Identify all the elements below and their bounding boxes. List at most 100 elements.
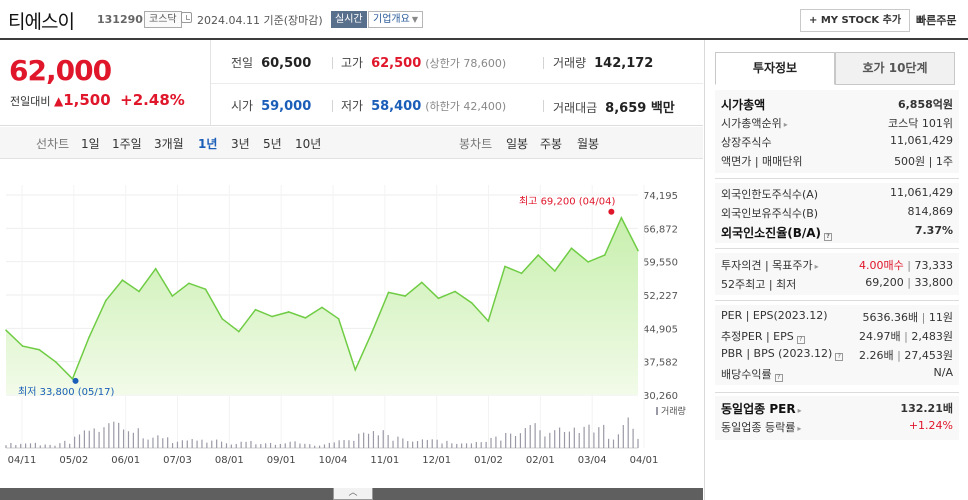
volume-bar — [524, 428, 526, 448]
price-point — [587, 261, 589, 263]
stock-header: 티에스이 131290 코스닥 2024.04.11 기준(장마감) 실시간 기… — [0, 0, 968, 40]
x-tick-label: 04/11 — [8, 455, 37, 466]
candle-tab-monthly[interactable]: 월봉 — [577, 137, 600, 151]
range-tab-10y[interactable]: 10년 — [295, 137, 322, 151]
volume-bar — [279, 443, 281, 448]
price-point — [188, 282, 190, 285]
info-key-label: 동일업종 등락률 — [721, 421, 796, 434]
volume-bar — [568, 431, 571, 448]
caret-right-icon: ▸ — [814, 262, 819, 271]
volume-bar — [235, 443, 237, 448]
tab-order-book[interactable]: 호가 10단계 — [835, 52, 955, 85]
volume-bar — [211, 440, 213, 448]
min-marker — [72, 377, 79, 384]
divider — [715, 178, 959, 179]
opinion-box: 투자의견 | 목표주가 ▸ 4.00매수 | 73,333 52주최고 | 최저 69… — [715, 253, 959, 295]
info-key: PER | EPS(2023.12) — [721, 309, 828, 322]
info-key: 동일업종 등락률 ▸ — [721, 419, 801, 435]
candle-tab-weekly[interactable]: 주봉 — [540, 137, 563, 151]
price-point — [354, 368, 357, 371]
x-tick-label: 09/01 — [267, 455, 296, 466]
volume-legend: 거래량 — [661, 405, 686, 417]
chevron-up-icon[interactable]: ︿ — [333, 488, 373, 500]
my-stock-add-button[interactable]: + MY STOCK 추가 — [800, 9, 911, 32]
price-point — [287, 311, 290, 313]
price-point — [138, 290, 140, 293]
info-value: 코스닥 101위 — [888, 117, 953, 130]
x-tick-label: 05/02 — [59, 455, 88, 466]
help-icon[interactable]: ? — [774, 374, 783, 382]
volume-bar — [132, 432, 134, 448]
volume-bar — [514, 436, 517, 448]
range-tab-5y[interactable]: 5년 — [263, 137, 282, 151]
range-tab-1d[interactable]: 1일 — [81, 137, 100, 151]
price-point — [204, 288, 207, 291]
volume-bar — [485, 441, 487, 448]
volume-bar — [186, 440, 188, 448]
info-key-label: 동일업종 PER — [721, 402, 796, 416]
volume-bar — [15, 445, 17, 448]
info-panel: 투자정보 호가 10단계 시가총액 6,858억원 시가총액순위 ▸ 코스닥 101위… — [704, 40, 968, 500]
info-key: 액면가 | 매매단위 — [721, 155, 803, 168]
volume-label: 거래량 — [553, 56, 587, 70]
range-tab-1y[interactable]: 1년 — [198, 137, 218, 151]
info-value-1: 24.97배 — [859, 330, 901, 343]
volume-bar — [495, 436, 497, 448]
range-tab-3y[interactable]: 3년 — [231, 137, 250, 151]
volume-bar — [554, 430, 556, 448]
volume-bar — [549, 432, 551, 448]
line-chart-label: 선차트 — [36, 137, 70, 151]
volume-bar — [162, 438, 164, 448]
x-tick-label: 10/04 — [319, 455, 348, 466]
info-key: 시가총액 — [721, 98, 766, 112]
volume-bar — [372, 431, 375, 448]
open-label: 시가 — [231, 99, 254, 113]
help-icon[interactable]: ? — [835, 353, 844, 361]
volume-bar — [294, 441, 296, 448]
info-key: 배당수익률? — [721, 366, 783, 382]
volume-bar — [343, 440, 345, 448]
volume-bar — [93, 428, 95, 448]
high-label: 고가 — [341, 56, 364, 70]
info-key: 동일업종 PER ▸ — [721, 400, 802, 417]
price-area — [6, 217, 638, 395]
price-point — [420, 281, 423, 284]
volume-bar — [382, 430, 384, 448]
divider — [211, 83, 703, 84]
y-tick-label: 66,872 — [643, 224, 678, 235]
company-overview-button[interactable]: 기업개요 ▼ — [368, 11, 423, 28]
volume-bar — [201, 439, 203, 448]
info-row: 배당수익률? N/A — [721, 366, 953, 385]
price-point — [437, 297, 440, 300]
price-point — [171, 295, 174, 297]
y-tick-label: 37,582 — [643, 358, 678, 369]
quick-order-link[interactable]: 빠른주문 — [916, 14, 957, 27]
volume-bar — [113, 421, 115, 448]
volume-bar — [510, 433, 512, 448]
price-chart[interactable]: 74,195 66,872 59,550 52,227 44,905 37,582 30,2… — [0, 160, 703, 488]
help-icon[interactable]: ? — [796, 336, 805, 344]
candle-tab-daily[interactable]: 일봉 — [506, 137, 529, 151]
x-tick-label: 02/01 — [526, 455, 555, 466]
volume-bar — [260, 444, 262, 448]
help-icon[interactable]: ? — [824, 233, 833, 241]
chevron-down-icon: ▼ — [411, 15, 418, 24]
volume-bar — [608, 438, 610, 448]
chart-range-tabs: 선차트 1일 1주일 3개월 1년 3년 5년 10년 봉차트 일봉 주봉 월봉 — [0, 127, 703, 159]
volume-bar — [269, 442, 272, 448]
volume-bar — [10, 442, 12, 448]
tab-investment-info[interactable]: 투자정보 — [715, 52, 835, 85]
range-tab-3m[interactable]: 3개월 — [154, 137, 184, 151]
volume-bar — [426, 439, 428, 448]
realtime-badge[interactable]: 실시간 — [331, 11, 367, 28]
range-tab-1w[interactable]: 1주일 — [112, 137, 142, 151]
info-key: PBR | BPS (2023.12)? — [721, 347, 844, 361]
info-value: 500원 | 1주 — [894, 155, 953, 168]
price-point — [454, 290, 456, 293]
volume-bar — [44, 444, 46, 448]
volume-bar — [304, 443, 306, 448]
volume-bar — [559, 427, 561, 448]
volume-bar — [402, 438, 404, 448]
info-row: 외국인보유주식수(B) 814,869 — [721, 205, 953, 224]
price-point — [554, 270, 556, 272]
